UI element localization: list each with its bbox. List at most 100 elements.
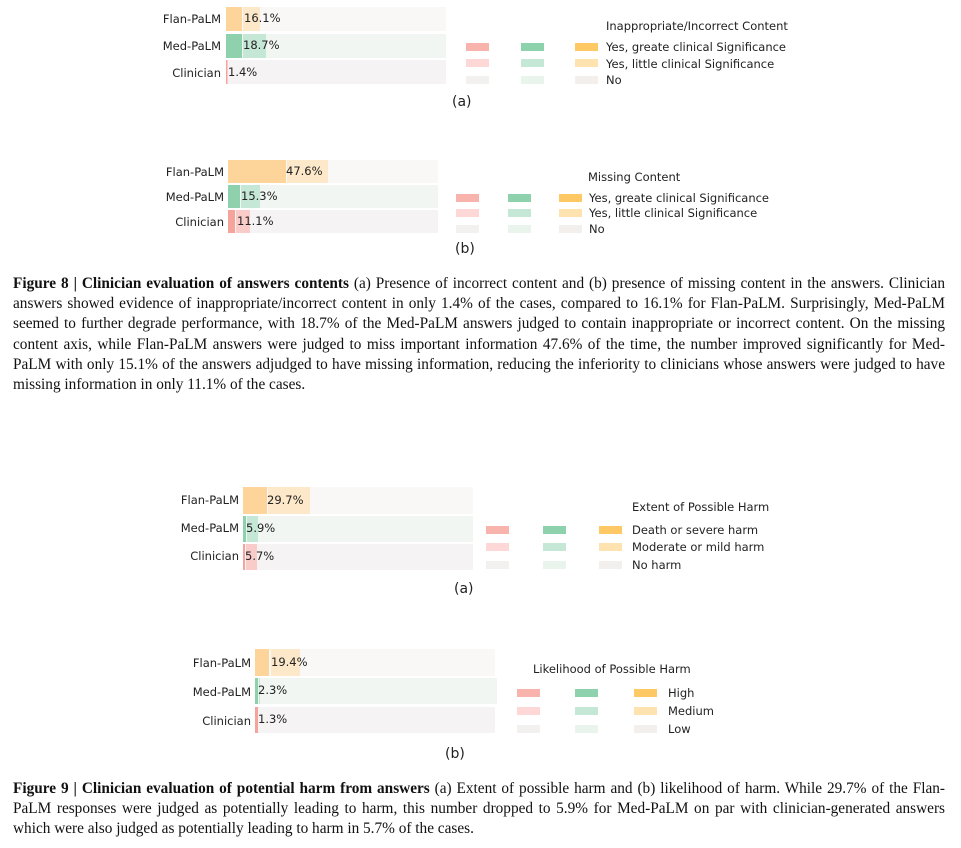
bar-med-palm: 15.3% bbox=[228, 185, 438, 208]
bar-flan-palm: 16.1% bbox=[226, 7, 446, 31]
legend-swatch-orange-2 bbox=[559, 209, 582, 217]
legend-swatch-red-1 bbox=[486, 526, 509, 534]
bar-value-label: 29.7% bbox=[267, 493, 304, 507]
legend-swatch-orange-2 bbox=[634, 707, 657, 715]
bar-med-palm: 2.3% bbox=[255, 678, 497, 704]
bar-segment-mild bbox=[243, 34, 266, 58]
bar-segment-severe bbox=[243, 544, 245, 570]
legend-swatch-red-1 bbox=[456, 194, 479, 202]
legend-label-3: No bbox=[606, 73, 622, 87]
legend-swatch-orange-2 bbox=[575, 59, 598, 67]
y-label-med-palm: Med-PaLM bbox=[162, 39, 221, 53]
legend-swatch-green-3 bbox=[575, 725, 598, 733]
bar-value-label: 5.7% bbox=[245, 549, 275, 563]
legend-swatch-green-1 bbox=[508, 194, 531, 202]
bar-segment-mild bbox=[268, 487, 310, 514]
bar-value-label: 1.3% bbox=[258, 712, 288, 726]
y-label-clinician: Clinician bbox=[202, 714, 251, 728]
bar-segment-high bbox=[255, 678, 258, 704]
legend-label-2: Moderate or mild harm bbox=[632, 540, 765, 554]
legend-swatch-red-3 bbox=[517, 725, 540, 733]
legend-swatch-green-3 bbox=[543, 561, 566, 569]
panel-tag: (b) bbox=[455, 241, 475, 257]
legend-swatch-green-1 bbox=[521, 43, 544, 51]
y-label-med-palm: Med-PaLM bbox=[192, 685, 251, 699]
figure8-caption: Figure 8 | Clinician evaluation of answe… bbox=[13, 274, 945, 395]
bar-clinician: 1.3% bbox=[255, 707, 495, 733]
legend-title: Extent of Possible Harm bbox=[632, 500, 770, 514]
bar-value-label: 47.6% bbox=[286, 164, 323, 178]
legend-swatch-green-3 bbox=[521, 76, 544, 84]
legend-label-3: No bbox=[589, 222, 605, 236]
legend-swatch-orange-1 bbox=[575, 43, 598, 51]
bar-segment-severe bbox=[226, 34, 242, 58]
legend-label-2: Medium bbox=[668, 704, 714, 718]
legend-label-3: No harm bbox=[632, 558, 682, 572]
figure9-caption: Figure 9 | Clinician evaluation of poten… bbox=[13, 779, 945, 840]
bar-value-label: 11.1% bbox=[237, 214, 274, 228]
bar-segment-medium bbox=[259, 678, 260, 704]
bar-segment-mild bbox=[247, 516, 258, 542]
bar-segment-mild bbox=[243, 7, 260, 31]
bar-clinician: 5.7% bbox=[243, 544, 473, 570]
legend-swatch-orange-3 bbox=[634, 725, 657, 733]
legend-swatch-orange-1 bbox=[634, 689, 657, 697]
bar-flan-palm: 47.6% bbox=[228, 160, 438, 183]
y-label-clinician: Clinician bbox=[190, 549, 239, 563]
legend-swatch-red-3 bbox=[456, 225, 479, 233]
legend-swatch-red-2 bbox=[486, 543, 509, 551]
legend-swatch-green-1 bbox=[575, 689, 598, 697]
legend-swatch-red-3 bbox=[466, 76, 489, 84]
panel-tag: (a) bbox=[454, 581, 474, 597]
bar-value-label: 1.4% bbox=[228, 65, 258, 79]
bar-value-label: 19.4% bbox=[271, 655, 308, 669]
legend-swatch-green-2 bbox=[575, 707, 598, 715]
legend-title: Likelihood of Possible Harm bbox=[533, 662, 691, 676]
bar-segment-mild bbox=[287, 160, 328, 183]
legend-swatch-green-2 bbox=[543, 543, 566, 551]
bar-value-label: 5.9% bbox=[246, 521, 276, 535]
bar-flan-palm: 29.7% bbox=[243, 487, 473, 514]
bar-value-label: 15.3% bbox=[241, 189, 278, 203]
bar-segment-high bbox=[255, 707, 258, 733]
legend-label-2: Yes, little clinical Significance bbox=[589, 206, 758, 220]
bar-segment-severe bbox=[243, 487, 267, 514]
legend-swatch-green-3 bbox=[508, 225, 531, 233]
y-label-flan-palm: Flan-PaLM bbox=[192, 656, 251, 670]
bar-value-label: 2.3% bbox=[258, 683, 288, 697]
bar-med-palm: 5.9% bbox=[243, 516, 473, 542]
bar-med-palm: 18.7% bbox=[226, 34, 446, 58]
legend-swatch-red-1 bbox=[466, 43, 489, 51]
bar-segment-mild bbox=[227, 60, 228, 84]
bar-clinician: 1.4% bbox=[226, 60, 446, 84]
legend-swatch-green-2 bbox=[521, 59, 544, 67]
legend-title: Missing Content bbox=[588, 170, 681, 184]
legend-label-1: Death or severe harm bbox=[632, 523, 759, 537]
bar-segment-medium bbox=[271, 649, 300, 676]
legend-label-3: Low bbox=[668, 722, 691, 736]
bar-value-label: 18.7% bbox=[243, 38, 280, 52]
panel-tag: (a) bbox=[452, 94, 472, 110]
bar-segment-mild bbox=[236, 210, 250, 233]
legend-swatch-red-2 bbox=[456, 209, 479, 217]
bar-segment-high bbox=[255, 649, 269, 676]
legend-swatch-orange-1 bbox=[599, 526, 622, 534]
legend-swatch-orange-3 bbox=[559, 225, 582, 233]
bar-clinician: 11.1% bbox=[228, 210, 438, 233]
legend-swatch-green-2 bbox=[508, 209, 531, 217]
legend-swatch-red-2 bbox=[466, 59, 489, 67]
bar-segment-severe bbox=[228, 160, 286, 183]
caption-text: (a) Extent of possible harm and (b) like… bbox=[13, 780, 945, 838]
caption-label: Figure 8 | Clinician evaluation of answe… bbox=[13, 275, 349, 292]
legend-label-1: High bbox=[668, 686, 695, 700]
bar-flan-palm: 19.4% bbox=[255, 649, 495, 676]
caption-text: (a) Presence of incorrect content and (b… bbox=[13, 275, 945, 394]
y-label-clinician: Clinician bbox=[175, 215, 224, 229]
legend-label-1: Yes, greate clinical Significance bbox=[606, 40, 787, 54]
legend-label-1: Yes, greate clinical Significance bbox=[589, 191, 770, 205]
caption-label: Figure 9 | Clinician evaluation of poten… bbox=[13, 780, 430, 797]
legend-swatch-orange-3 bbox=[599, 561, 622, 569]
bar-segment-mild bbox=[241, 185, 260, 208]
bar-segment-severe bbox=[226, 60, 227, 84]
bar-segment-severe bbox=[228, 185, 240, 208]
